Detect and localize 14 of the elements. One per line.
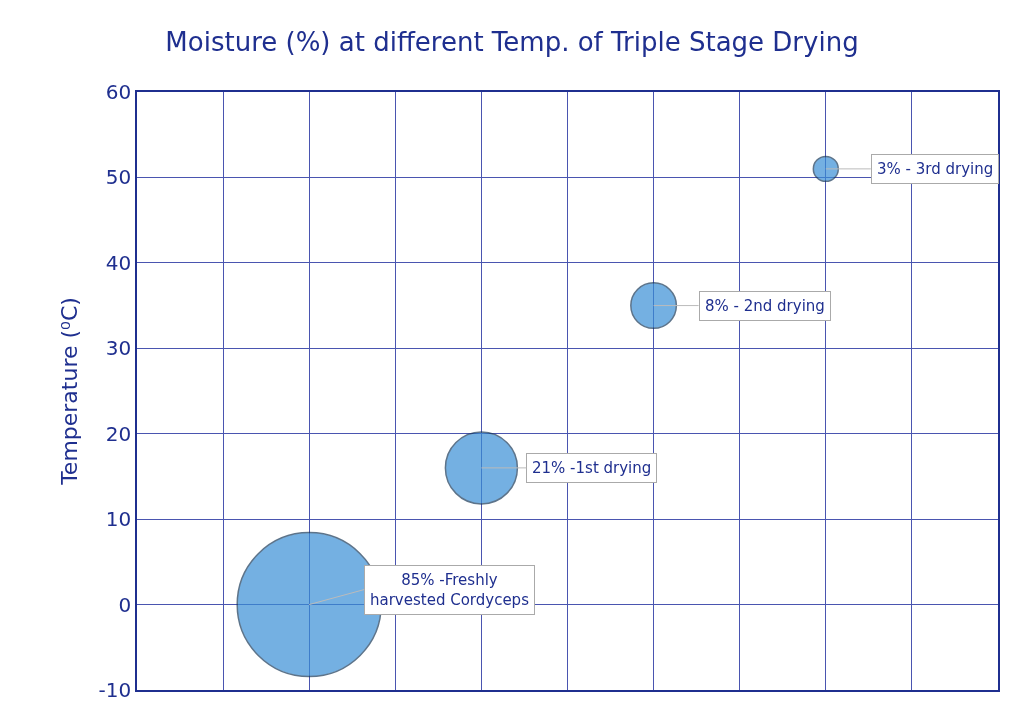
annotation: 3% - 3rd drying: [877, 160, 994, 178]
annotation: 21% -1st drying: [532, 459, 652, 477]
y-tick-label: 60: [105, 80, 132, 104]
y-tick-label: 30: [105, 336, 132, 361]
y-tick-label: 10: [105, 507, 132, 532]
y-tick-label: 0: [118, 592, 132, 617]
y-axis-title: Temperature (⁰C): [56, 297, 82, 486]
annotation: 8% - 2nd drying: [705, 297, 825, 315]
chart-title: Moisture (%) at different Temp. of Triple Stage Drying: [165, 26, 859, 57]
annotation: 85% -Freshly harvested Cordyceps: [370, 571, 530, 609]
y-tick-label: 20: [105, 421, 132, 446]
y-tick-label: -10: [98, 678, 132, 702]
y-tick-label: 40: [105, 250, 132, 275]
y-tick-label: 50: [105, 165, 132, 190]
